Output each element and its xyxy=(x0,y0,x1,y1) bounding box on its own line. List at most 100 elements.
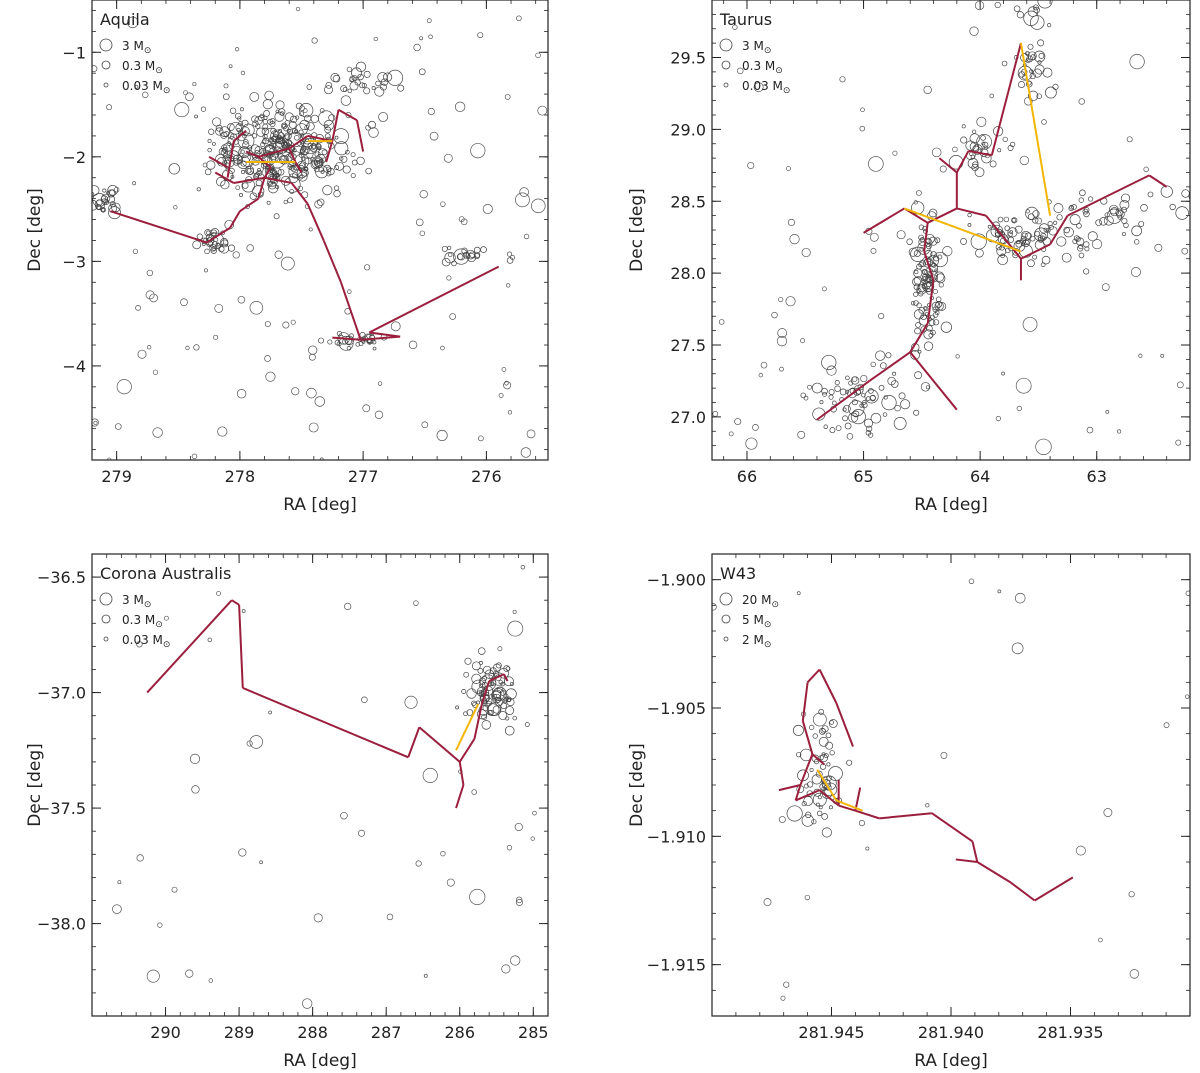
source-point xyxy=(971,163,979,172)
source-point xyxy=(299,103,314,118)
source-point xyxy=(1033,6,1040,14)
source-point xyxy=(848,380,854,386)
legend-marker xyxy=(103,636,109,642)
source-point xyxy=(193,344,200,351)
mst-edge xyxy=(473,703,483,740)
source-point xyxy=(1086,426,1094,434)
source-point xyxy=(504,380,509,386)
source-point xyxy=(803,783,809,789)
source-point xyxy=(200,106,207,112)
source-point xyxy=(361,696,368,704)
source-point xyxy=(821,813,828,820)
source-point xyxy=(1138,353,1143,358)
plot-frame xyxy=(711,553,1191,1017)
source-point xyxy=(994,1,1001,9)
source-point xyxy=(989,93,995,99)
mst-edge xyxy=(879,812,932,820)
source-point xyxy=(92,191,95,198)
source-point xyxy=(342,165,351,174)
source-point xyxy=(482,203,493,215)
source-point xyxy=(106,191,111,195)
source-point xyxy=(1185,590,1190,596)
mst-edge xyxy=(355,120,365,152)
source-point xyxy=(164,615,169,621)
source-point xyxy=(206,230,211,235)
source-point xyxy=(1025,209,1030,214)
mst-edge-highlight xyxy=(455,703,480,751)
source-point xyxy=(267,118,274,125)
source-point xyxy=(1027,51,1037,61)
source-point xyxy=(859,125,866,132)
y-tick-label: −36.5 xyxy=(37,568,86,587)
source-point xyxy=(1140,204,1148,212)
y-tick-label: −1.915 xyxy=(647,956,706,975)
source-point xyxy=(152,427,163,438)
source-point xyxy=(997,254,1008,266)
source-point xyxy=(212,142,216,146)
mst-edge xyxy=(306,203,325,241)
source-point xyxy=(294,135,300,141)
mst-edge xyxy=(226,140,235,178)
source-point xyxy=(1035,438,1052,456)
source-point xyxy=(359,82,366,89)
source-point xyxy=(996,246,1007,257)
legend-label: 0.03 M⊙ xyxy=(122,79,170,96)
x-tick-label: 290 xyxy=(150,1023,181,1042)
source-point xyxy=(217,426,228,437)
source-point xyxy=(823,782,838,797)
source-point xyxy=(306,84,313,90)
source-point xyxy=(132,248,139,254)
source-point xyxy=(1103,215,1114,226)
mst-edge xyxy=(795,789,820,802)
source-point xyxy=(1084,207,1090,213)
source-point xyxy=(171,886,178,893)
source-point xyxy=(473,246,481,254)
data-area xyxy=(712,578,1190,1001)
source-point xyxy=(933,319,940,326)
source-point xyxy=(311,37,318,44)
source-point xyxy=(350,173,356,179)
source-point xyxy=(844,422,852,430)
source-point xyxy=(809,767,814,772)
source-point xyxy=(149,293,158,303)
source-point xyxy=(347,88,353,94)
source-point xyxy=(332,74,341,83)
source-point xyxy=(816,810,823,816)
source-point xyxy=(275,109,280,114)
mst-edge xyxy=(909,322,929,353)
legend-marker xyxy=(721,60,731,70)
source-point xyxy=(753,82,764,93)
source-point xyxy=(222,155,229,162)
source-point xyxy=(995,244,1002,251)
source-point xyxy=(262,133,268,140)
source-point xyxy=(1163,722,1170,729)
legend-label: 3 M⊙ xyxy=(742,39,771,56)
source-point xyxy=(928,208,938,218)
source-point xyxy=(284,139,292,147)
source-point xyxy=(1013,5,1021,12)
source-point xyxy=(296,167,308,179)
source-point xyxy=(828,766,843,781)
source-point xyxy=(825,784,832,791)
source-point xyxy=(846,759,853,766)
source-point xyxy=(1117,429,1122,434)
source-point xyxy=(284,112,294,122)
source-point xyxy=(843,404,851,413)
source-point xyxy=(504,94,511,100)
source-point xyxy=(300,145,310,156)
source-point xyxy=(477,690,483,696)
source-point xyxy=(1129,969,1140,979)
source-point xyxy=(1075,236,1081,242)
source-point xyxy=(347,289,352,294)
source-point xyxy=(152,369,159,375)
source-point xyxy=(240,160,247,167)
source-point xyxy=(298,129,304,135)
source-point xyxy=(535,52,541,59)
source-point xyxy=(299,119,310,130)
source-point xyxy=(363,264,371,271)
y-tick-label: 28.0 xyxy=(670,264,706,283)
source-point xyxy=(220,238,229,247)
source-point xyxy=(146,969,160,983)
source-point xyxy=(1108,204,1119,215)
source-point xyxy=(918,224,925,230)
